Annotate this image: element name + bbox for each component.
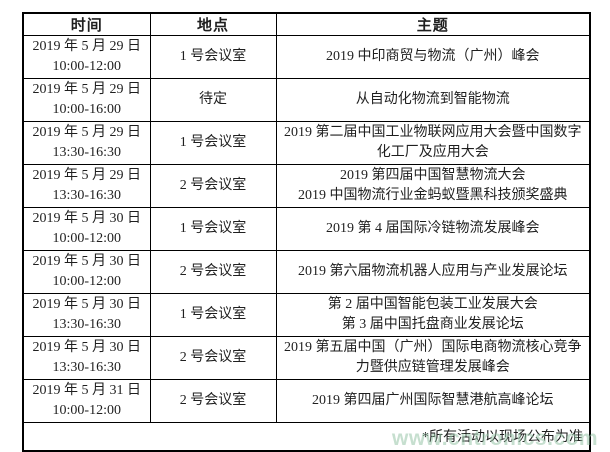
time-cell: 2019 年 5 月 29 日 10:00-16:00 [22,78,151,122]
time-cell: 2019 年 5 月 29 日 13:30-16:30 [22,121,151,165]
schedule-table-body: 2019 年 5 月 29 日 10:00-12:00 1 号会议室 2019 … [22,35,591,423]
time-cell: 2019 年 5 月 30 日 13:30-16:30 [22,293,151,337]
event-date: 2019 年 5 月 30 日 [32,211,142,226]
footnote-row: *所有活动以现场公布为准 [22,422,591,451]
topic-line: 第 2 届中国智能包装工业发展大会 [327,297,538,312]
table-row: 2019 年 5 月 31 日 10:00-12:00 2 号会议室 2019 … [22,379,591,423]
topic-line: 第 3 届中国托盘商业发展论坛 [341,317,524,332]
event-time: 13:30-16:30 [52,188,121,203]
location-cell: 2 号会议室 [149,250,277,294]
topic-line: 2019 中国物流行业金蚂蚁暨黑科技颁奖盛典 [298,188,568,203]
location-cell: 2 号会议室 [149,379,277,423]
time-cell: 2019 年 5 月 30 日 10:00-12:00 [22,207,151,251]
event-date: 2019 年 5 月 29 日 [32,82,142,97]
location-cell: 2 号会议室 [149,336,277,380]
topic-line: 2019 第 4 届国际冷链物流发展峰会 [326,221,540,236]
event-time: 10:00-12:00 [52,274,121,289]
event-time: 10:00-12:00 [52,231,121,246]
event-time: 10:00-12:00 [52,59,121,74]
table-row: 2019 年 5 月 30 日 13:30-16:30 2 号会议室 2019 … [22,336,591,380]
time-cell: 2019 年 5 月 30 日 13:30-16:30 [22,336,151,380]
table-row: 2019 年 5 月 30 日 10:00-12:00 1 号会议室 2019 … [22,207,591,251]
location-cell: 1 号会议室 [149,121,277,165]
schedule-table-footer: *所有活动以现场公布为准 [22,422,591,451]
location-cell: 1 号会议室 [149,293,277,337]
topic-cell: 2019 第二届中国工业物联网应用大会暨中国数字化工厂及应用大会 [275,121,591,165]
event-date: 2019 年 5 月 31 日 [32,383,142,398]
footnote-text: *所有活动以现场公布为准 [22,422,591,451]
event-time: 10:00-16:00 [52,102,121,117]
table-row: 2019 年 5 月 29 日 13:30-16:30 1 号会议室 2019 … [22,121,591,165]
event-date: 2019 年 5 月 29 日 [32,39,142,54]
location-cell: 1 号会议室 [149,207,277,251]
topic-cell: 2019 第 4 届国际冷链物流发展峰会 [275,207,591,251]
location-cell: 2 号会议室 [149,164,277,208]
topic-cell: 2019 第六届物流机器人应用与产业发展论坛 [275,250,591,294]
topic-line: 2019 第四届中国智慧物流大会 [340,168,526,183]
location-cell: 1 号会议室 [149,35,277,79]
event-time: 13:30-16:30 [52,145,121,160]
header-row: 时间 地点 主题 [22,12,591,36]
header-time: 时间 [22,12,151,36]
event-time: 13:30-16:30 [52,317,121,332]
topic-line: 2019 第四届广州国际智慧港航高峰论坛 [312,393,554,408]
topic-cell: 2019 第五届中国（广州）国际电商物流核心竞争力暨供应链管理发展峰会 [275,336,591,380]
event-date: 2019 年 5 月 30 日 [32,254,142,269]
table-row: 2019 年 5 月 30 日 13:30-16:30 1 号会议室 第 2 届… [22,293,591,337]
topic-cell: 从自动化物流到智能物流 [275,78,591,122]
table-row: 2019 年 5 月 29 日 10:00-16:00 待定 从自动化物流到智能… [22,78,591,122]
event-date: 2019 年 5 月 30 日 [32,340,142,355]
topic-cell: 2019 第四届中国智慧物流大会 2019 中国物流行业金蚂蚁暨黑科技颁奖盛典 [275,164,591,208]
time-cell: 2019 年 5 月 29 日 13:30-16:30 [22,164,151,208]
event-date: 2019 年 5 月 30 日 [32,297,142,312]
event-date: 2019 年 5 月 29 日 [32,125,142,140]
event-time: 10:00-12:00 [52,403,121,418]
topic-line: 2019 第二届中国工业物联网应用大会暨中国数字化工厂及应用大会 [284,125,582,160]
topic-cell: 2019 第四届广州国际智慧港航高峰论坛 [275,379,591,423]
event-schedule-table: 时间 地点 主题 2019 年 5 月 29 日 10:00-12:00 1 号… [22,12,591,452]
table-row: 2019 年 5 月 29 日 13:30-16:30 2 号会议室 2019 … [22,164,591,208]
topic-line: 从自动化物流到智能物流 [355,92,510,107]
topic-cell: 第 2 届中国智能包装工业发展大会第 3 届中国托盘商业发展论坛 [275,293,591,337]
table-row: 2019 年 5 月 30 日 10:00-12:00 2 号会议室 2019 … [22,250,591,294]
topic-line: 2019 第六届物流机器人应用与产业发展论坛 [298,264,568,279]
table-row: 2019 年 5 月 29 日 10:00-12:00 1 号会议室 2019 … [22,35,591,79]
topic-line: 2019 第五届中国（广州）国际电商物流核心竞争力暨供应链管理发展峰会 [284,340,582,375]
event-time: 13:30-16:30 [52,360,121,375]
location-cell: 待定 [149,78,277,122]
header-location: 地点 [149,12,277,36]
topic-line: 2019 中印商贸与物流（广州）峰会 [326,49,540,64]
header-topic: 主题 [275,12,591,36]
topic-cell: 2019 中印商贸与物流（广州）峰会 [275,35,591,79]
schedule-table-header: 时间 地点 主题 [22,12,591,36]
event-date: 2019 年 5 月 29 日 [32,168,142,183]
time-cell: 2019 年 5 月 31 日 10:00-12:00 [22,379,151,423]
time-cell: 2019 年 5 月 29 日 10:00-12:00 [22,35,151,79]
time-cell: 2019 年 5 月 30 日 10:00-12:00 [22,250,151,294]
